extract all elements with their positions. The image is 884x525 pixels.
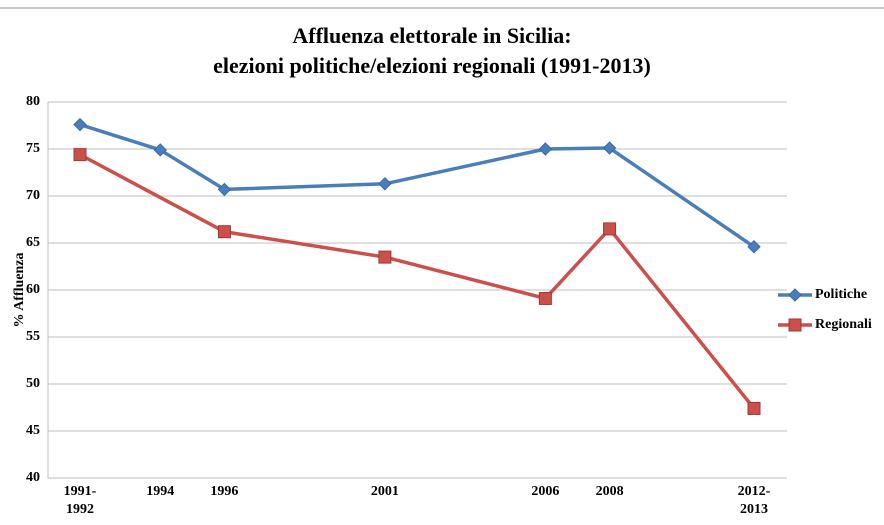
marker [217,182,232,197]
marker [788,288,802,302]
marker [602,141,617,155]
marker [153,143,167,157]
chart-title: Affluenza elettorale in Sicilia: [292,23,571,48]
x-tick-label: 2006 [531,484,559,499]
marker [378,250,392,264]
x-tick-label: 1991-1992 [64,484,97,517]
legend-label: Politiche [815,287,867,302]
y-tick-label: 45 [26,423,40,438]
x-tick-label: 2008 [596,484,624,499]
y-tick-label: 40 [26,470,40,485]
marker [788,318,802,332]
marker [747,240,761,254]
x-tick-label: 2001 [371,484,399,499]
marker [747,401,761,415]
chart-title: elezioni politiche/elezioni regionali (1… [213,53,651,78]
x-tick-label: 1996 [210,484,238,499]
marker [538,142,553,156]
legend-label: Regionali [815,317,872,332]
y-tick-label: 65 [26,235,40,250]
y-tick-label: 50 [26,376,40,391]
x-tick-label: 2012-2013 [738,484,771,517]
series-line [79,153,756,410]
y-tick-label: 75 [26,141,40,156]
marker [378,177,392,191]
marker [73,117,87,132]
y-tick-label: 60 [26,282,40,297]
marker [603,222,617,236]
y-tick-label: 80 [26,94,40,109]
marker [217,225,231,239]
y-axis-label: % Affluenza [12,252,27,327]
y-tick-label: 70 [26,188,40,203]
x-tick-label: 1994 [146,484,174,499]
y-tick-label: 55 [26,329,40,344]
marker [73,148,87,162]
marker [538,291,552,305]
series-line [79,122,755,249]
